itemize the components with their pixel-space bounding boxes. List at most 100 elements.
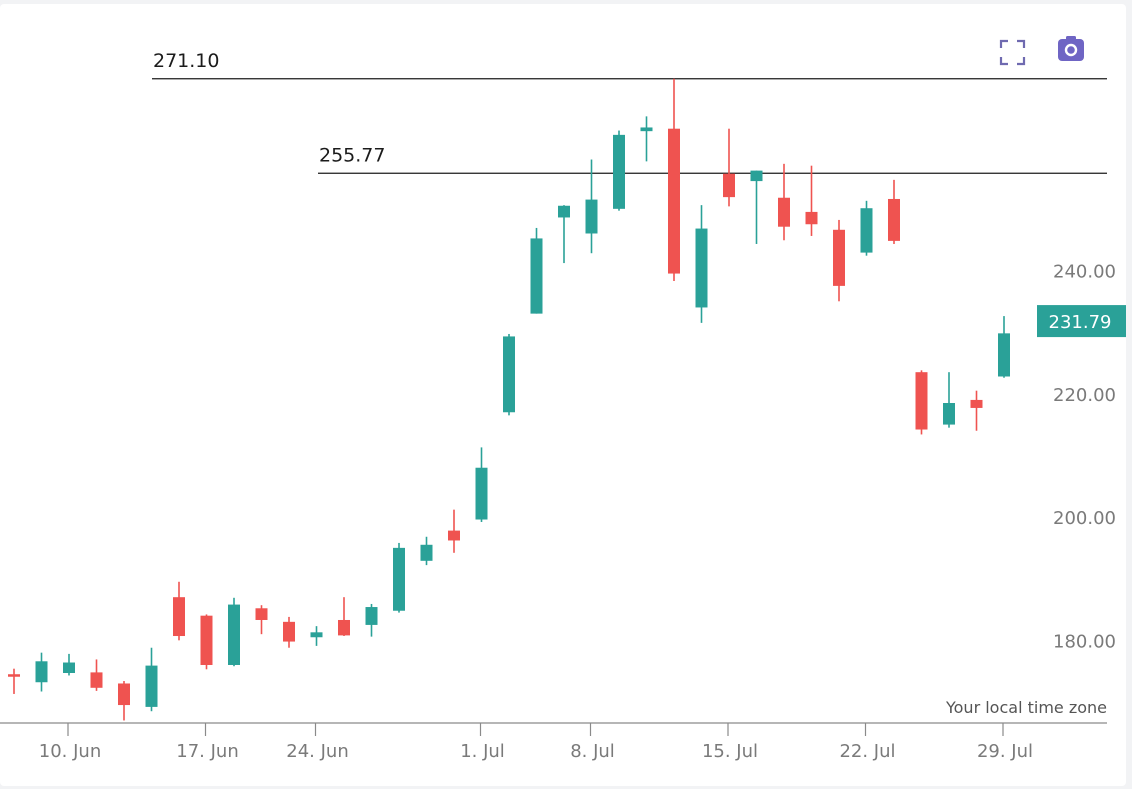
y-tick-label: 200.00 bbox=[1053, 508, 1116, 529]
x-tick-label: 15. Jul bbox=[702, 741, 758, 762]
candle bbox=[998, 316, 1010, 378]
candle bbox=[63, 653, 75, 676]
candle-body bbox=[420, 544, 433, 561]
candle bbox=[833, 219, 845, 302]
candle bbox=[310, 626, 323, 646]
candle-body bbox=[8, 674, 20, 677]
levels-layer: 271.10 255.77 bbox=[152, 50, 1107, 174]
timezone-label: Your local time zone bbox=[945, 698, 1107, 717]
candle-body bbox=[310, 632, 323, 638]
candle-body bbox=[228, 604, 240, 665]
x-tick-label: 8. Jul bbox=[570, 741, 615, 762]
candle bbox=[228, 597, 240, 667]
candle-body bbox=[118, 683, 130, 706]
candle bbox=[338, 597, 350, 637]
candle-body bbox=[365, 607, 378, 625]
candle-body bbox=[723, 173, 735, 198]
camera-icon[interactable] bbox=[1058, 36, 1084, 61]
y-axis: 180.00 200.00 220.00 240.00 bbox=[1053, 261, 1116, 652]
candle bbox=[613, 130, 625, 211]
candle-body bbox=[778, 197, 790, 227]
candle bbox=[475, 447, 488, 522]
candle bbox=[90, 659, 103, 691]
candle-body bbox=[338, 619, 350, 636]
candle-body bbox=[943, 403, 955, 425]
candle-body bbox=[200, 615, 213, 665]
y-tick-label: 220.00 bbox=[1053, 385, 1116, 406]
candle bbox=[420, 536, 433, 566]
candle bbox=[35, 652, 48, 692]
x-tick-label: 24. Jun bbox=[286, 741, 348, 762]
y-tick-label: 180.00 bbox=[1053, 631, 1116, 652]
candle bbox=[558, 205, 570, 264]
candle-body bbox=[173, 597, 185, 637]
chart-card: 271.10 255.77 180.00 200.00 220.00 240.0… bbox=[0, 4, 1126, 786]
candle bbox=[860, 200, 873, 256]
candle-body bbox=[530, 238, 543, 314]
candle bbox=[393, 542, 405, 613]
last-price-badge: 231.79 bbox=[1037, 305, 1126, 338]
x-tick-label: 22. Jul bbox=[839, 741, 895, 762]
candle-body bbox=[915, 372, 928, 430]
candle-body bbox=[668, 128, 680, 274]
candle-body bbox=[475, 467, 488, 520]
candle-body bbox=[888, 198, 900, 241]
candle-body bbox=[63, 662, 75, 674]
level-label-271: 271.10 bbox=[153, 50, 219, 72]
candle bbox=[8, 668, 20, 694]
candle-body bbox=[255, 608, 268, 620]
candle bbox=[283, 616, 295, 648]
level-label-255: 255.77 bbox=[319, 144, 385, 166]
candle bbox=[503, 333, 515, 416]
candles-layer bbox=[8, 78, 1010, 721]
candle bbox=[723, 128, 735, 207]
candle bbox=[943, 372, 955, 428]
candle bbox=[173, 581, 185, 641]
candle-body bbox=[585, 199, 598, 234]
candle-body bbox=[448, 530, 460, 541]
candle bbox=[118, 681, 130, 721]
candle-body bbox=[640, 127, 653, 132]
candle-body bbox=[283, 621, 295, 642]
candle-body bbox=[998, 333, 1010, 377]
candle-body bbox=[35, 661, 48, 683]
candle-body bbox=[970, 399, 983, 408]
y-tick-label: 240.00 bbox=[1053, 261, 1116, 282]
candle bbox=[640, 116, 653, 162]
candle bbox=[530, 227, 543, 314]
candle bbox=[585, 159, 598, 254]
candle bbox=[255, 605, 268, 635]
last-price-label: 231.79 bbox=[1049, 312, 1112, 333]
candle bbox=[145, 647, 158, 712]
candle bbox=[668, 78, 680, 281]
candle-body bbox=[833, 229, 845, 286]
candle bbox=[200, 614, 213, 670]
x-tick-label: 29. Jul bbox=[977, 741, 1033, 762]
x-axis: 10. Jun 17. Jun 24. Jun 1. Jul 8. Jul 15… bbox=[0, 722, 1107, 762]
candle bbox=[970, 390, 983, 431]
fullscreen-icon[interactable] bbox=[998, 38, 1028, 68]
candlestick-chart: 271.10 255.77 180.00 200.00 220.00 240.0… bbox=[0, 36, 1126, 762]
candle bbox=[365, 603, 378, 637]
candle bbox=[750, 170, 763, 244]
candle bbox=[695, 205, 708, 323]
candle bbox=[778, 163, 790, 241]
candle-body bbox=[503, 336, 515, 413]
candle bbox=[805, 165, 818, 236]
candle-body bbox=[860, 208, 873, 253]
candle-body bbox=[805, 211, 818, 225]
x-tick-label: 10. Jun bbox=[39, 741, 101, 762]
x-tick-label: 1. Jul bbox=[460, 741, 505, 762]
last-price-box bbox=[1037, 305, 1126, 338]
candle-body bbox=[695, 228, 708, 308]
candle-body bbox=[90, 672, 103, 688]
candle bbox=[915, 370, 928, 435]
candle-body bbox=[558, 205, 570, 218]
candle bbox=[888, 179, 900, 244]
candle-body bbox=[750, 170, 763, 182]
candle-body bbox=[393, 547, 405, 611]
candle-body bbox=[613, 134, 625, 209]
candle-body bbox=[145, 665, 158, 707]
x-tick-label: 17. Jun bbox=[176, 741, 238, 762]
candle bbox=[448, 509, 460, 553]
